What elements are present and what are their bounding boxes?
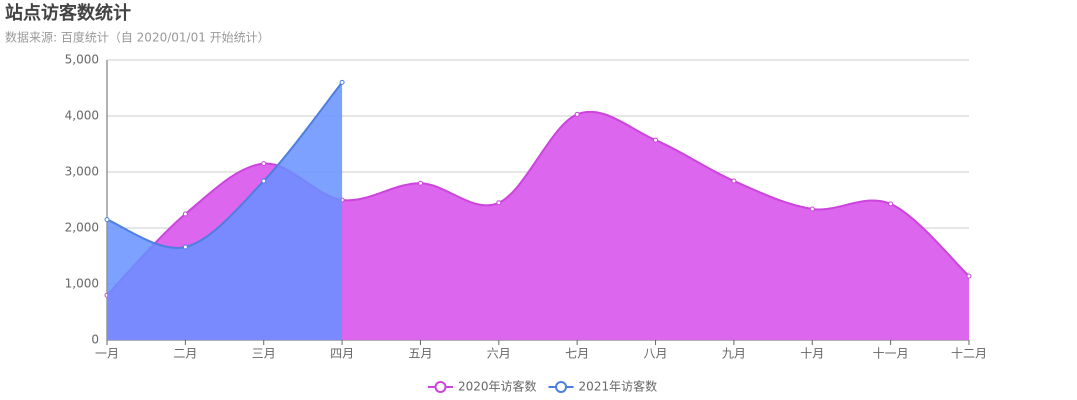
point [731, 178, 737, 184]
y-tick-label: 3,000 [65, 165, 99, 179]
line [106, 81, 343, 249]
y-tick-label: 4,000 [65, 109, 99, 123]
y-tick-label: 0 [91, 333, 99, 347]
chart-title: 站点访客数统计 [5, 2, 131, 24]
legend-icon [434, 381, 447, 393]
point [417, 180, 423, 186]
legend: 2020年访客数 2021年访客数 [428, 379, 657, 394]
point [182, 211, 188, 217]
x-tick-label: 十一月 [873, 347, 909, 361]
point [261, 178, 267, 184]
point [888, 201, 894, 207]
x-tick-label: 七月 [565, 347, 589, 361]
x-tick-label: 二月 [173, 347, 197, 361]
point [966, 273, 972, 279]
point [496, 200, 502, 206]
x-tick-label: 九月 [722, 347, 746, 361]
point [339, 79, 345, 85]
y-tick-label: 2,000 [65, 221, 99, 235]
y-tick-label: 5,000 [65, 53, 99, 67]
x-tick-label: 六月 [487, 347, 511, 361]
point [653, 137, 659, 143]
legend-label: 2021年访客数 [579, 379, 658, 394]
x-tick-label: 五月 [408, 347, 432, 361]
y-tick-label: 1,000 [65, 277, 99, 291]
legend-label: 2020年访客数 [458, 379, 537, 394]
legend-icon [555, 381, 568, 393]
point [261, 161, 267, 167]
x-tick-label: 三月 [252, 347, 276, 361]
point [104, 217, 110, 223]
x-tick-label: 十月 [800, 347, 824, 361]
x-tick-label: 一月 [95, 347, 119, 361]
point [574, 111, 580, 117]
chart-subtitle: 数据来源: 百度统计（自 2020/01/01 开始统计） [5, 30, 270, 45]
x-tick-label: 八月 [644, 347, 668, 361]
point [809, 206, 815, 212]
x-tick-label: 十二月 [951, 347, 987, 361]
x-tick-label: 四月 [330, 347, 354, 361]
area [107, 82, 343, 341]
line [106, 110, 970, 296]
point [182, 244, 188, 250]
